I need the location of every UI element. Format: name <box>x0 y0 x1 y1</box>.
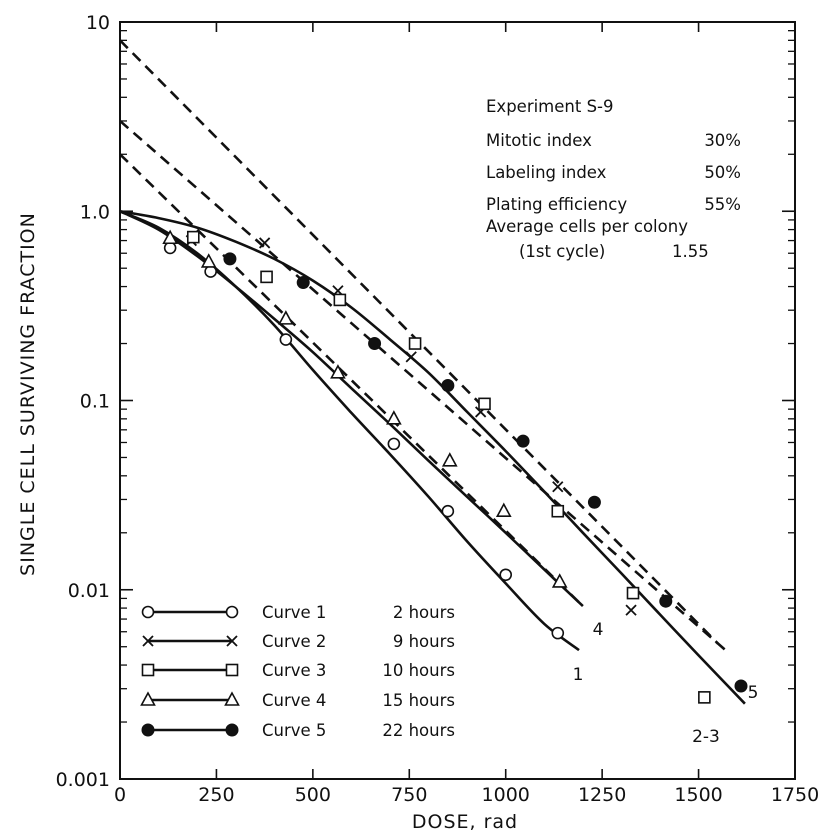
legend-marker-start <box>142 635 154 647</box>
legend-curve-name: Curve 4 <box>262 691 326 710</box>
curve-4-point <box>278 310 294 325</box>
curve-end-labels: 1 2-3 4 5 <box>573 620 759 747</box>
curve-4-point <box>495 502 512 518</box>
curve-1-point <box>499 568 513 582</box>
curve-3-point <box>478 397 491 411</box>
curve-4-point <box>200 253 217 268</box>
curve-5-point <box>441 379 455 393</box>
curve-5-end-label: 5 <box>748 683 759 703</box>
curve-4-point <box>441 452 458 467</box>
x-tick-label: 500 <box>295 784 331 806</box>
curve-3-point <box>186 230 200 244</box>
y-tick-label: 0.1 <box>80 391 110 413</box>
x-axis: 0 250 500 750 1000 1250 1500 1750 <box>114 22 819 806</box>
legend: Curve 1 2 hours Curve 2 9 hours Curve 3 10 ho… <box>140 603 455 740</box>
legend-marker-start <box>141 605 155 619</box>
curve-1-point <box>163 241 177 255</box>
x-tick-label: 250 <box>198 784 234 806</box>
x-tick-label: 1250 <box>578 784 626 806</box>
curve-3-extrapolation-dashed-line <box>120 119 731 655</box>
curve-2-point <box>259 237 271 249</box>
x-tick-label: 1500 <box>674 784 722 806</box>
legend-curve-time: 10 hours <box>382 661 455 680</box>
x-tick-label: 1750 <box>771 784 819 806</box>
curve-5-point <box>368 337 382 351</box>
curve-4-fit-line <box>120 210 584 608</box>
legend-curve-time: 15 hours <box>382 691 455 710</box>
legend-marker-start <box>141 723 155 737</box>
x-tick-label: 1000 <box>482 784 530 806</box>
legend-curve-name: Curve 2 <box>262 632 326 651</box>
x-tick-label: 750 <box>391 784 427 806</box>
legend-item-curve-1: Curve 1 2 hours <box>141 603 455 622</box>
annotation-value: 1.55 <box>672 242 709 261</box>
legend-item-curve-3: Curve 3 10 hours <box>141 661 455 680</box>
curve-3-end-label: 2-3 <box>692 727 720 747</box>
legend-marker-start <box>141 663 155 677</box>
curve-4-point <box>386 410 402 425</box>
legend-marker-end <box>224 691 240 706</box>
curve-3-point <box>551 504 565 518</box>
y-tick-label: 10 <box>86 12 110 34</box>
annotation-label: (1st cycle) <box>519 242 605 261</box>
curve-3-point <box>260 270 273 284</box>
legend-marker-end <box>226 635 238 647</box>
legend-item-curve-2: Curve 2 9 hours <box>142 632 455 651</box>
curve-4-end-label: 4 <box>593 620 604 640</box>
annotation-title: Experiment S-9 <box>486 97 614 116</box>
curve-1-point <box>204 265 217 278</box>
curve-1-point <box>551 626 565 640</box>
x-axis-title: DOSE, rad <box>412 811 518 833</box>
annotation-label: Labeling index <box>486 163 607 182</box>
curve-3-point <box>333 293 347 307</box>
legend-curve-name: Curve 5 <box>262 721 326 740</box>
curve-1-fit-line <box>120 210 580 652</box>
legend-marker-end <box>225 605 239 619</box>
curve-2-point <box>625 604 637 616</box>
curve-3-point <box>408 337 422 350</box>
curve-5-point <box>659 594 673 608</box>
curve-3-point <box>698 691 711 704</box>
curve-1-point <box>387 437 401 451</box>
curve-1-end-label: 1 <box>573 665 584 685</box>
y-tick-label: 1.0 <box>80 201 110 223</box>
legend-marker-start <box>140 691 156 706</box>
experiment-annotation: Experiment S-9 Mitotic index 30% Labeling i… <box>486 97 741 261</box>
annotation-value: 30% <box>704 131 741 150</box>
legend-curve-name: Curve 1 <box>262 603 326 622</box>
curve-5-point <box>734 679 748 693</box>
annotation-value: 55% <box>704 195 741 214</box>
curve-1-point <box>441 504 455 518</box>
curve-5-point <box>587 495 601 509</box>
y-tick-label: 0.01 <box>68 580 110 602</box>
x-tick-label: 0 <box>114 784 126 806</box>
curve-3-point <box>626 586 640 600</box>
curve-5-point <box>296 276 310 290</box>
y-axis: 0.001 0.01 0.1 1.0 10 <box>56 12 795 791</box>
curve-2-point <box>552 481 564 493</box>
curve-5-point <box>516 434 530 448</box>
curve-4-point <box>330 364 346 379</box>
curve-1-point <box>279 333 293 346</box>
annotation-label: Plating efficiency <box>486 195 627 214</box>
curve-4-point <box>551 573 568 588</box>
legend-curve-name: Curve 3 <box>262 661 326 680</box>
legend-curve-time: 2 hours <box>393 603 455 622</box>
annotation-value: 50% <box>704 163 741 182</box>
legend-curve-time: 9 hours <box>393 632 455 651</box>
legend-curve-time: 22 hours <box>382 721 455 740</box>
curve-2-point <box>405 351 417 363</box>
y-tick-label: 0.001 <box>56 769 110 791</box>
data-points <box>162 229 748 704</box>
legend-marker-end <box>225 723 239 737</box>
curve-5-point <box>223 252 237 266</box>
legend-item-curve-5: Curve 5 22 hours <box>141 721 455 740</box>
annotation-label: Mitotic index <box>486 131 592 150</box>
legend-marker-end <box>225 663 239 677</box>
y-axis-title: SINGLE CELL SURVIVING FRACTION <box>17 212 39 576</box>
legend-item-curve-4: Curve 4 15 hours <box>140 691 455 710</box>
curve-4-point <box>162 229 178 245</box>
annotation-label: Average cells per colony <box>486 217 688 236</box>
